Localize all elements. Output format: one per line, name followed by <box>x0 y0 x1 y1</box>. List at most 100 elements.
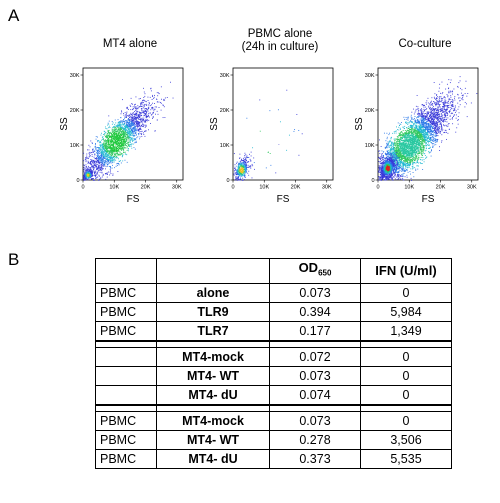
event-point <box>119 132 120 134</box>
event-point <box>417 116 419 118</box>
event-point <box>244 157 246 159</box>
event-point <box>91 174 93 176</box>
event-point <box>83 178 84 180</box>
event-point <box>109 156 111 158</box>
scatter-plot-mt4-alone: MT4 alone 0 10K 20K 30K 0 10K 20K 30K FS SS <box>55 30 205 230</box>
event-point <box>87 157 89 159</box>
event-point <box>114 150 116 152</box>
event-point <box>121 146 123 148</box>
event-point <box>404 151 406 153</box>
event-point <box>417 165 419 167</box>
event-point <box>117 136 119 138</box>
event-point <box>149 105 151 107</box>
event-point <box>408 135 410 137</box>
event-point <box>118 142 119 144</box>
event-point <box>106 128 108 130</box>
event-point <box>427 115 428 117</box>
event-point <box>93 162 95 164</box>
event-point <box>404 135 406 137</box>
event-point <box>237 173 239 175</box>
event-point <box>243 163 244 165</box>
event-point <box>137 122 139 124</box>
event-point <box>137 107 139 109</box>
event-point <box>133 126 135 128</box>
event-point <box>415 168 417 170</box>
event-point <box>433 143 435 145</box>
event-point <box>419 113 421 115</box>
event-point <box>115 142 117 144</box>
event-point <box>89 171 91 173</box>
event-point <box>408 158 409 160</box>
event-point <box>124 128 126 130</box>
event-point <box>127 118 129 120</box>
event-point <box>391 179 393 180</box>
event-point <box>126 143 127 145</box>
event-point <box>457 116 459 117</box>
event-point <box>98 167 100 169</box>
event-point <box>140 104 142 106</box>
event-point <box>109 127 111 128</box>
event-point <box>130 130 132 132</box>
event-point <box>126 146 128 148</box>
event-point <box>239 172 241 174</box>
event-point <box>109 154 111 155</box>
event-point <box>100 159 102 161</box>
event-point <box>402 155 403 157</box>
event-point <box>109 159 111 161</box>
event-point <box>85 175 86 177</box>
event-point <box>421 119 423 121</box>
event-point <box>120 134 122 136</box>
event-point <box>98 154 100 156</box>
event-point <box>418 150 420 152</box>
event-point <box>430 128 431 130</box>
event-point <box>144 111 146 113</box>
event-point <box>109 151 111 153</box>
event-point <box>118 136 120 138</box>
event-point <box>148 106 150 108</box>
event-point <box>129 126 131 128</box>
event-point <box>436 111 438 113</box>
event-point <box>399 164 401 166</box>
event-point <box>394 169 396 171</box>
event-point <box>125 132 127 134</box>
event-point <box>123 142 124 144</box>
event-point <box>424 128 425 130</box>
event-point <box>86 153 88 155</box>
event-point <box>113 126 115 128</box>
event-point <box>401 159 402 161</box>
event-point <box>400 167 402 169</box>
event-point <box>86 172 87 174</box>
event-point <box>134 129 136 131</box>
event-point <box>382 159 384 161</box>
event-point <box>395 141 397 143</box>
event-point <box>117 139 119 140</box>
event-point <box>107 156 109 158</box>
event-point <box>435 140 437 142</box>
event-point <box>391 141 393 143</box>
event-point <box>117 122 119 124</box>
event-point <box>113 155 115 157</box>
event-point <box>134 139 136 141</box>
event-point <box>440 112 442 114</box>
event-point <box>415 105 417 107</box>
event-point <box>157 95 159 97</box>
event-point <box>87 162 89 164</box>
event-point <box>143 100 145 102</box>
event-point <box>405 122 407 124</box>
event-point <box>412 150 414 152</box>
event-point <box>164 99 166 101</box>
event-point <box>100 168 102 170</box>
event-point <box>133 147 135 149</box>
event-point <box>103 155 105 157</box>
event-point <box>275 172 277 174</box>
event-point <box>388 149 390 151</box>
event-point <box>95 149 97 151</box>
event-point <box>121 131 123 132</box>
event-point <box>129 128 131 130</box>
event-point <box>113 129 115 131</box>
event-point <box>92 150 94 152</box>
event-point <box>241 175 243 176</box>
event-point <box>420 150 422 152</box>
event-point <box>422 159 424 161</box>
event-point <box>385 179 387 180</box>
